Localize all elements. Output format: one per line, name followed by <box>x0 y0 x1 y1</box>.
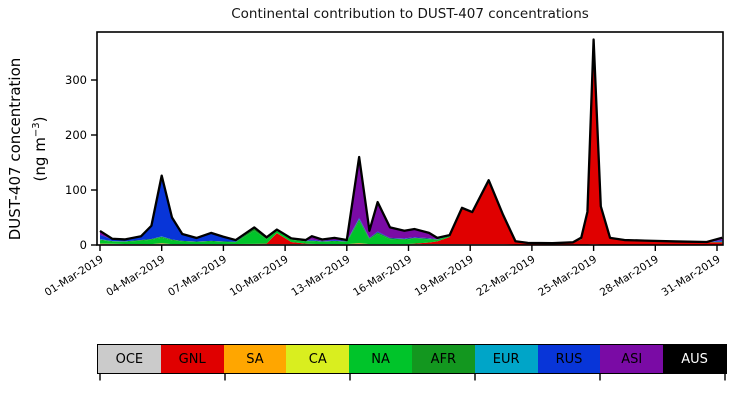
legend-item-label: CA <box>308 351 327 367</box>
legend-item-label: ASI <box>621 351 643 367</box>
chart-title: Continental contribution to DUST-407 con… <box>231 6 589 22</box>
legend-item-eur: EUR <box>474 345 538 373</box>
area-series-gnl <box>100 41 723 245</box>
area-series-ca <box>100 41 723 245</box>
x-tick-label: 22-Mar-2019 <box>474 253 537 299</box>
y-tick-label: 200 <box>65 128 87 142</box>
x-tick-label: 25-Mar-2019 <box>536 253 599 299</box>
x-tick-label: 13-Mar-2019 <box>289 253 352 299</box>
legend-item-label: NA <box>371 351 390 367</box>
legend-item-gnl: GNL <box>160 345 224 373</box>
legend-item-afr: AFR <box>411 345 475 373</box>
legend-item-label: AUS <box>681 351 708 367</box>
total-line <box>99 38 723 245</box>
y-tick-label: 100 <box>65 183 87 197</box>
legend-item-label: SA <box>246 351 264 367</box>
x-tick-label: 28-Mar-2019 <box>598 253 661 299</box>
legend-item-label: OCE <box>115 351 144 367</box>
legend-item-label: RUS <box>555 351 583 367</box>
legend-item-sa: SA <box>223 345 287 373</box>
area-series-na <box>100 40 723 245</box>
legend-item-label: GNL <box>178 351 206 367</box>
x-tick-label: 16-Mar-2019 <box>351 253 414 299</box>
legend: OCE GNL SA CA NA AFR EUR RUS ASI AUS <box>97 344 727 374</box>
area-series-rus <box>100 40 723 244</box>
legend-item-aus: AUS <box>663 345 726 373</box>
axes-spines <box>96 31 724 246</box>
y-tick-label: 0 <box>80 238 87 252</box>
legend-item-label: EUR <box>492 351 520 367</box>
x-tick-label: 07-Mar-2019 <box>166 253 229 299</box>
area-series-eur <box>100 40 723 244</box>
area-series-aus <box>100 39 723 244</box>
legend-item-na: NA <box>349 345 412 373</box>
legend-item-asi: ASI <box>600 345 664 373</box>
x-tick-label: 01-Mar-2019 <box>43 253 106 299</box>
legend-item-label: AFR <box>430 351 457 367</box>
x-tick-label: 10-Mar-2019 <box>228 253 291 299</box>
legend-item-rus: RUS <box>537 345 601 373</box>
area-series-asi <box>100 39 723 244</box>
x-tick-label: 31-Mar-2019 <box>660 253 723 299</box>
y-tick-label: 300 <box>65 73 87 87</box>
legend-item-oce: OCE <box>98 345 161 373</box>
x-tick-label: 19-Mar-2019 <box>413 253 476 299</box>
area-series-afr <box>100 40 723 244</box>
x-tick-label: 04-Mar-2019 <box>104 253 167 299</box>
legend-item-ca: CA <box>286 345 350 373</box>
area-series-sa <box>100 41 723 245</box>
